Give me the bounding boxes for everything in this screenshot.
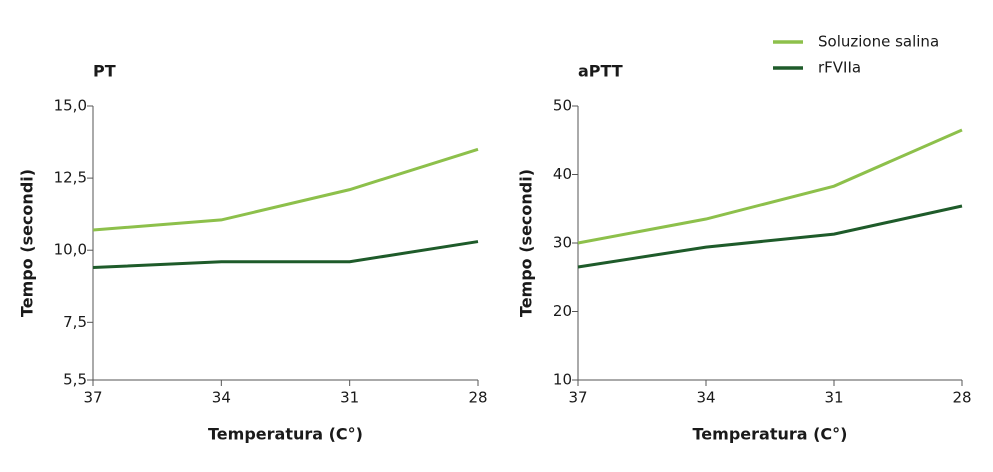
legend-label: Soluzione salina <box>818 33 939 51</box>
x-tick-label: 28 <box>468 389 487 407</box>
line-series <box>577 128 963 245</box>
chart-title: PT <box>93 62 116 81</box>
x-tick-label: 28 <box>952 389 971 407</box>
x-tick-label: 34 <box>212 389 231 407</box>
line-series <box>577 204 963 269</box>
y-tick-label: 12,5 <box>54 169 87 187</box>
x-axis-label: Temperatura (C°) <box>693 425 848 444</box>
y-tick-label: 40 <box>553 165 572 183</box>
y-tick-label: 30 <box>553 234 572 252</box>
chart-title: aPTT <box>578 62 623 81</box>
y-tick-label: 7,5 <box>63 313 87 331</box>
line-series <box>92 147 479 232</box>
x-tick-label: 34 <box>696 389 715 407</box>
line-series <box>92 240 479 270</box>
x-tick-label: 37 <box>83 389 102 407</box>
y-tick-label: 50 <box>553 97 572 115</box>
y-axis-label: Tempo (secondi) <box>517 169 536 317</box>
x-tick-label: 31 <box>340 389 359 407</box>
y-tick-label: 15,0 <box>54 97 87 115</box>
y-tick-label: 20 <box>553 302 572 320</box>
x-tick-label: 31 <box>824 389 843 407</box>
legend-label: rFVIIa <box>818 59 861 77</box>
y-tick-label: 10,0 <box>54 241 87 259</box>
y-tick-label: 5,5 <box>63 371 87 389</box>
y-tick-label: 10 <box>553 371 572 389</box>
x-tick-label: 37 <box>568 389 587 407</box>
y-axis-label: Tempo (secondi) <box>18 169 37 317</box>
x-axis-label: Temperatura (C°) <box>208 425 363 444</box>
